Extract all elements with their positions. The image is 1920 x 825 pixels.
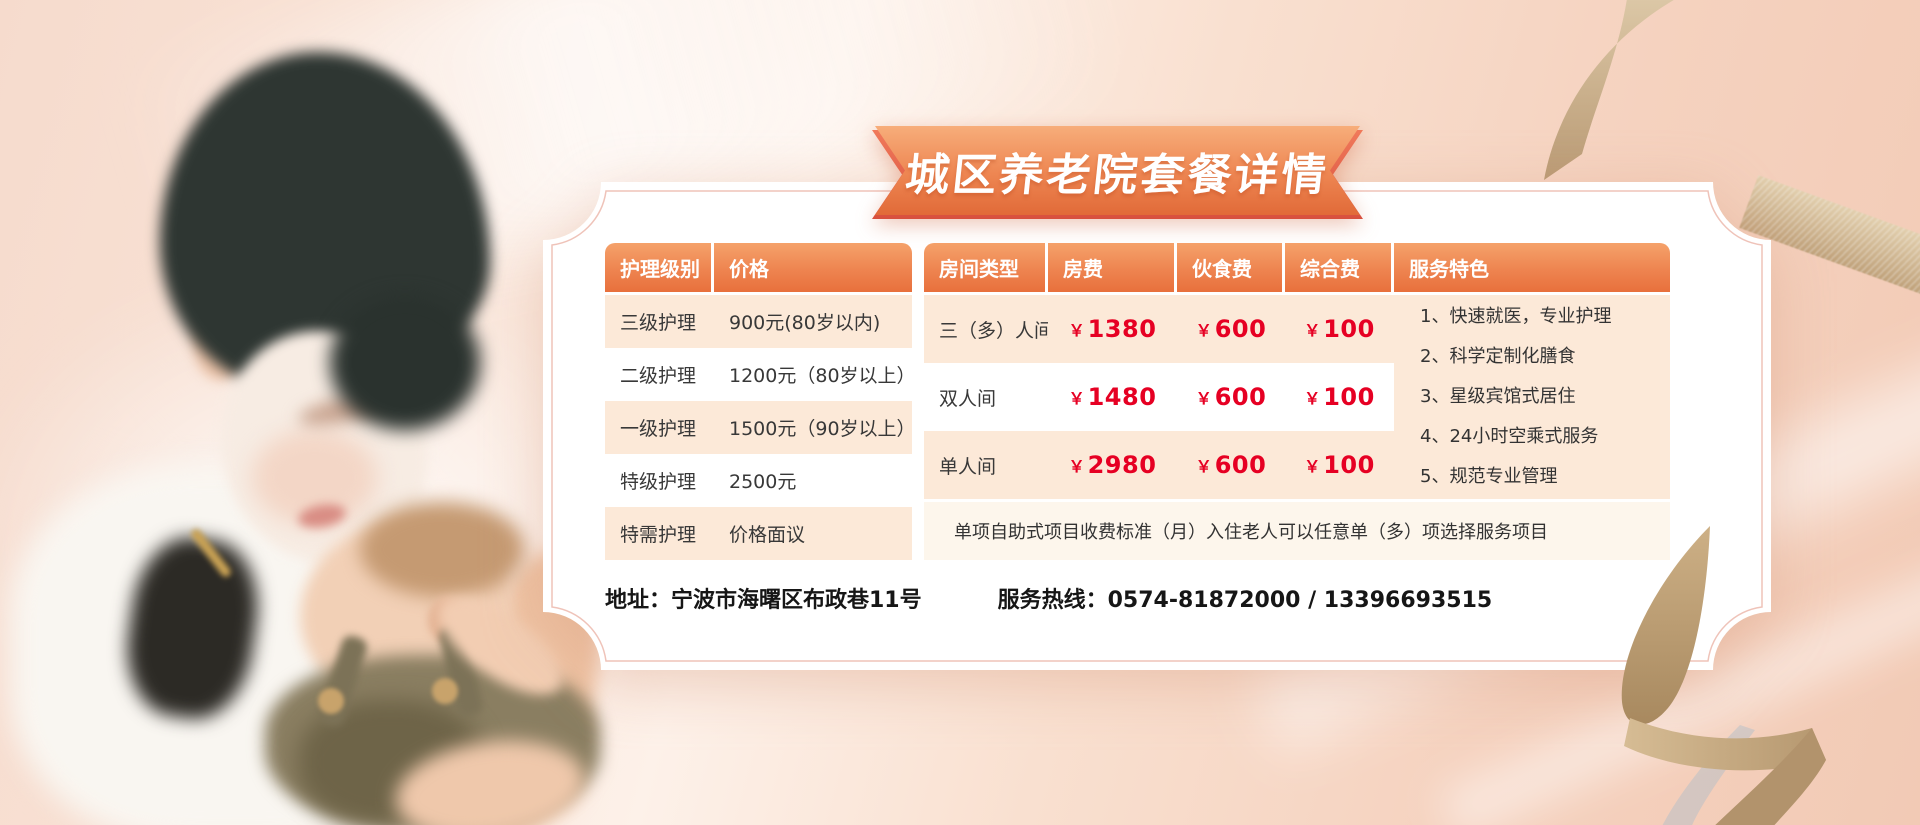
care-price-cell: 1200元（80岁以上） (714, 348, 916, 401)
care-header-level: 护理级别 (605, 243, 714, 295)
photo-overall-button (432, 678, 458, 704)
care-level-cell: 特需护理 (605, 507, 714, 560)
care-level-cell: 一级护理 (605, 401, 714, 454)
room-header-generalfee: 综合费 (1285, 243, 1394, 295)
gold-ribbon-top-icon (1544, 0, 1674, 180)
gold-ribbon-bottom-icon (1621, 526, 1826, 825)
service-feature-item: 1、快速就医，专业护理 (1420, 306, 1612, 327)
care-level-cell: 二级护理 (605, 348, 714, 401)
address-text: 地址：宁波市海曙区布政巷11号 (605, 588, 922, 613)
care-price-cell: 2500元 (714, 454, 912, 507)
room-fee-cell: ￥ 2980 (1048, 431, 1177, 499)
general-fee-cell: ￥ 100 (1285, 363, 1394, 431)
care-level-cell: 特级护理 (605, 454, 714, 507)
meal-fee-cell: ￥ 600 (1177, 295, 1285, 363)
general-fee-cell: ￥ 100 (1285, 431, 1394, 499)
page-title: 城区养老院套餐详情 (902, 149, 1332, 201)
currency-symbol: ￥ (1195, 457, 1212, 476)
currency-symbol: ￥ (1195, 321, 1212, 340)
room-fee-cell: ￥ 1480 (1048, 363, 1177, 431)
currency-symbol: ￥ (1068, 321, 1085, 340)
service-feature-item: 2、科学定制化膳食 (1420, 346, 1576, 367)
room-header-type: 房间类型 (924, 243, 1048, 295)
meal-fee-cell: ￥ 600 (1177, 431, 1285, 499)
title-banner: 城区养老院套餐详情 (875, 126, 1360, 215)
currency-symbol: ￥ (1304, 457, 1321, 476)
currency-symbol: ￥ (1304, 389, 1321, 408)
care-header-price: 价格 (714, 243, 912, 295)
general-fee-cell: ￥ 100 (1285, 295, 1394, 363)
pricing-note: 单项自助式项目收费标准（月）入住老人可以任意单（多）项选择服务项目 (924, 499, 1670, 560)
room-header-features: 服务特色 (1394, 243, 1670, 295)
care-level-table: 护理级别 价格 三级护理 900元(80岁以内) 二级护理 1200元（80岁以… (605, 243, 916, 560)
currency-symbol: ￥ (1304, 321, 1321, 340)
photo-baby-hair (360, 502, 525, 597)
currency-symbol: ￥ (1068, 457, 1085, 476)
room-header-mealfee: 伙食费 (1177, 243, 1285, 295)
care-price-cell: 1500元（90岁以上） (714, 401, 916, 454)
photo-hair-fringe (330, 295, 480, 430)
room-price-table: 房间类型 房费 伙食费 综合费 服务特色 三（多）人间 ￥ 1380 ￥ 600 ￥… (924, 243, 1670, 560)
care-price-cell: 900元(80岁以内) (714, 295, 912, 348)
contact-info: 地址：宁波市海曙区布政巷11号 服务热线：0574-81872000 / 133… (605, 582, 1492, 614)
room-type-cell: 双人间 (924, 363, 1048, 431)
service-feature-item: 3、星级宾馆式居住 (1420, 386, 1576, 407)
title-banner-front: 城区养老院套餐详情 (875, 126, 1360, 215)
care-price-cell: 价格面议 (714, 507, 912, 560)
currency-symbol: ￥ (1195, 389, 1212, 408)
photo-overall-button (318, 688, 344, 714)
room-header-roomfee: 房费 (1048, 243, 1177, 295)
care-level-cell: 三级护理 (605, 295, 714, 348)
hotline-text: 服务热线：0574-81872000 / 13396693515 (997, 588, 1493, 613)
room-type-cell: 单人间 (924, 431, 1048, 499)
room-type-cell: 三（多）人间 (924, 295, 1053, 363)
meal-fee-cell: ￥ 600 (1177, 363, 1285, 431)
currency-symbol: ￥ (1068, 389, 1085, 408)
room-fee-cell: ￥ 1380 (1048, 295, 1177, 363)
